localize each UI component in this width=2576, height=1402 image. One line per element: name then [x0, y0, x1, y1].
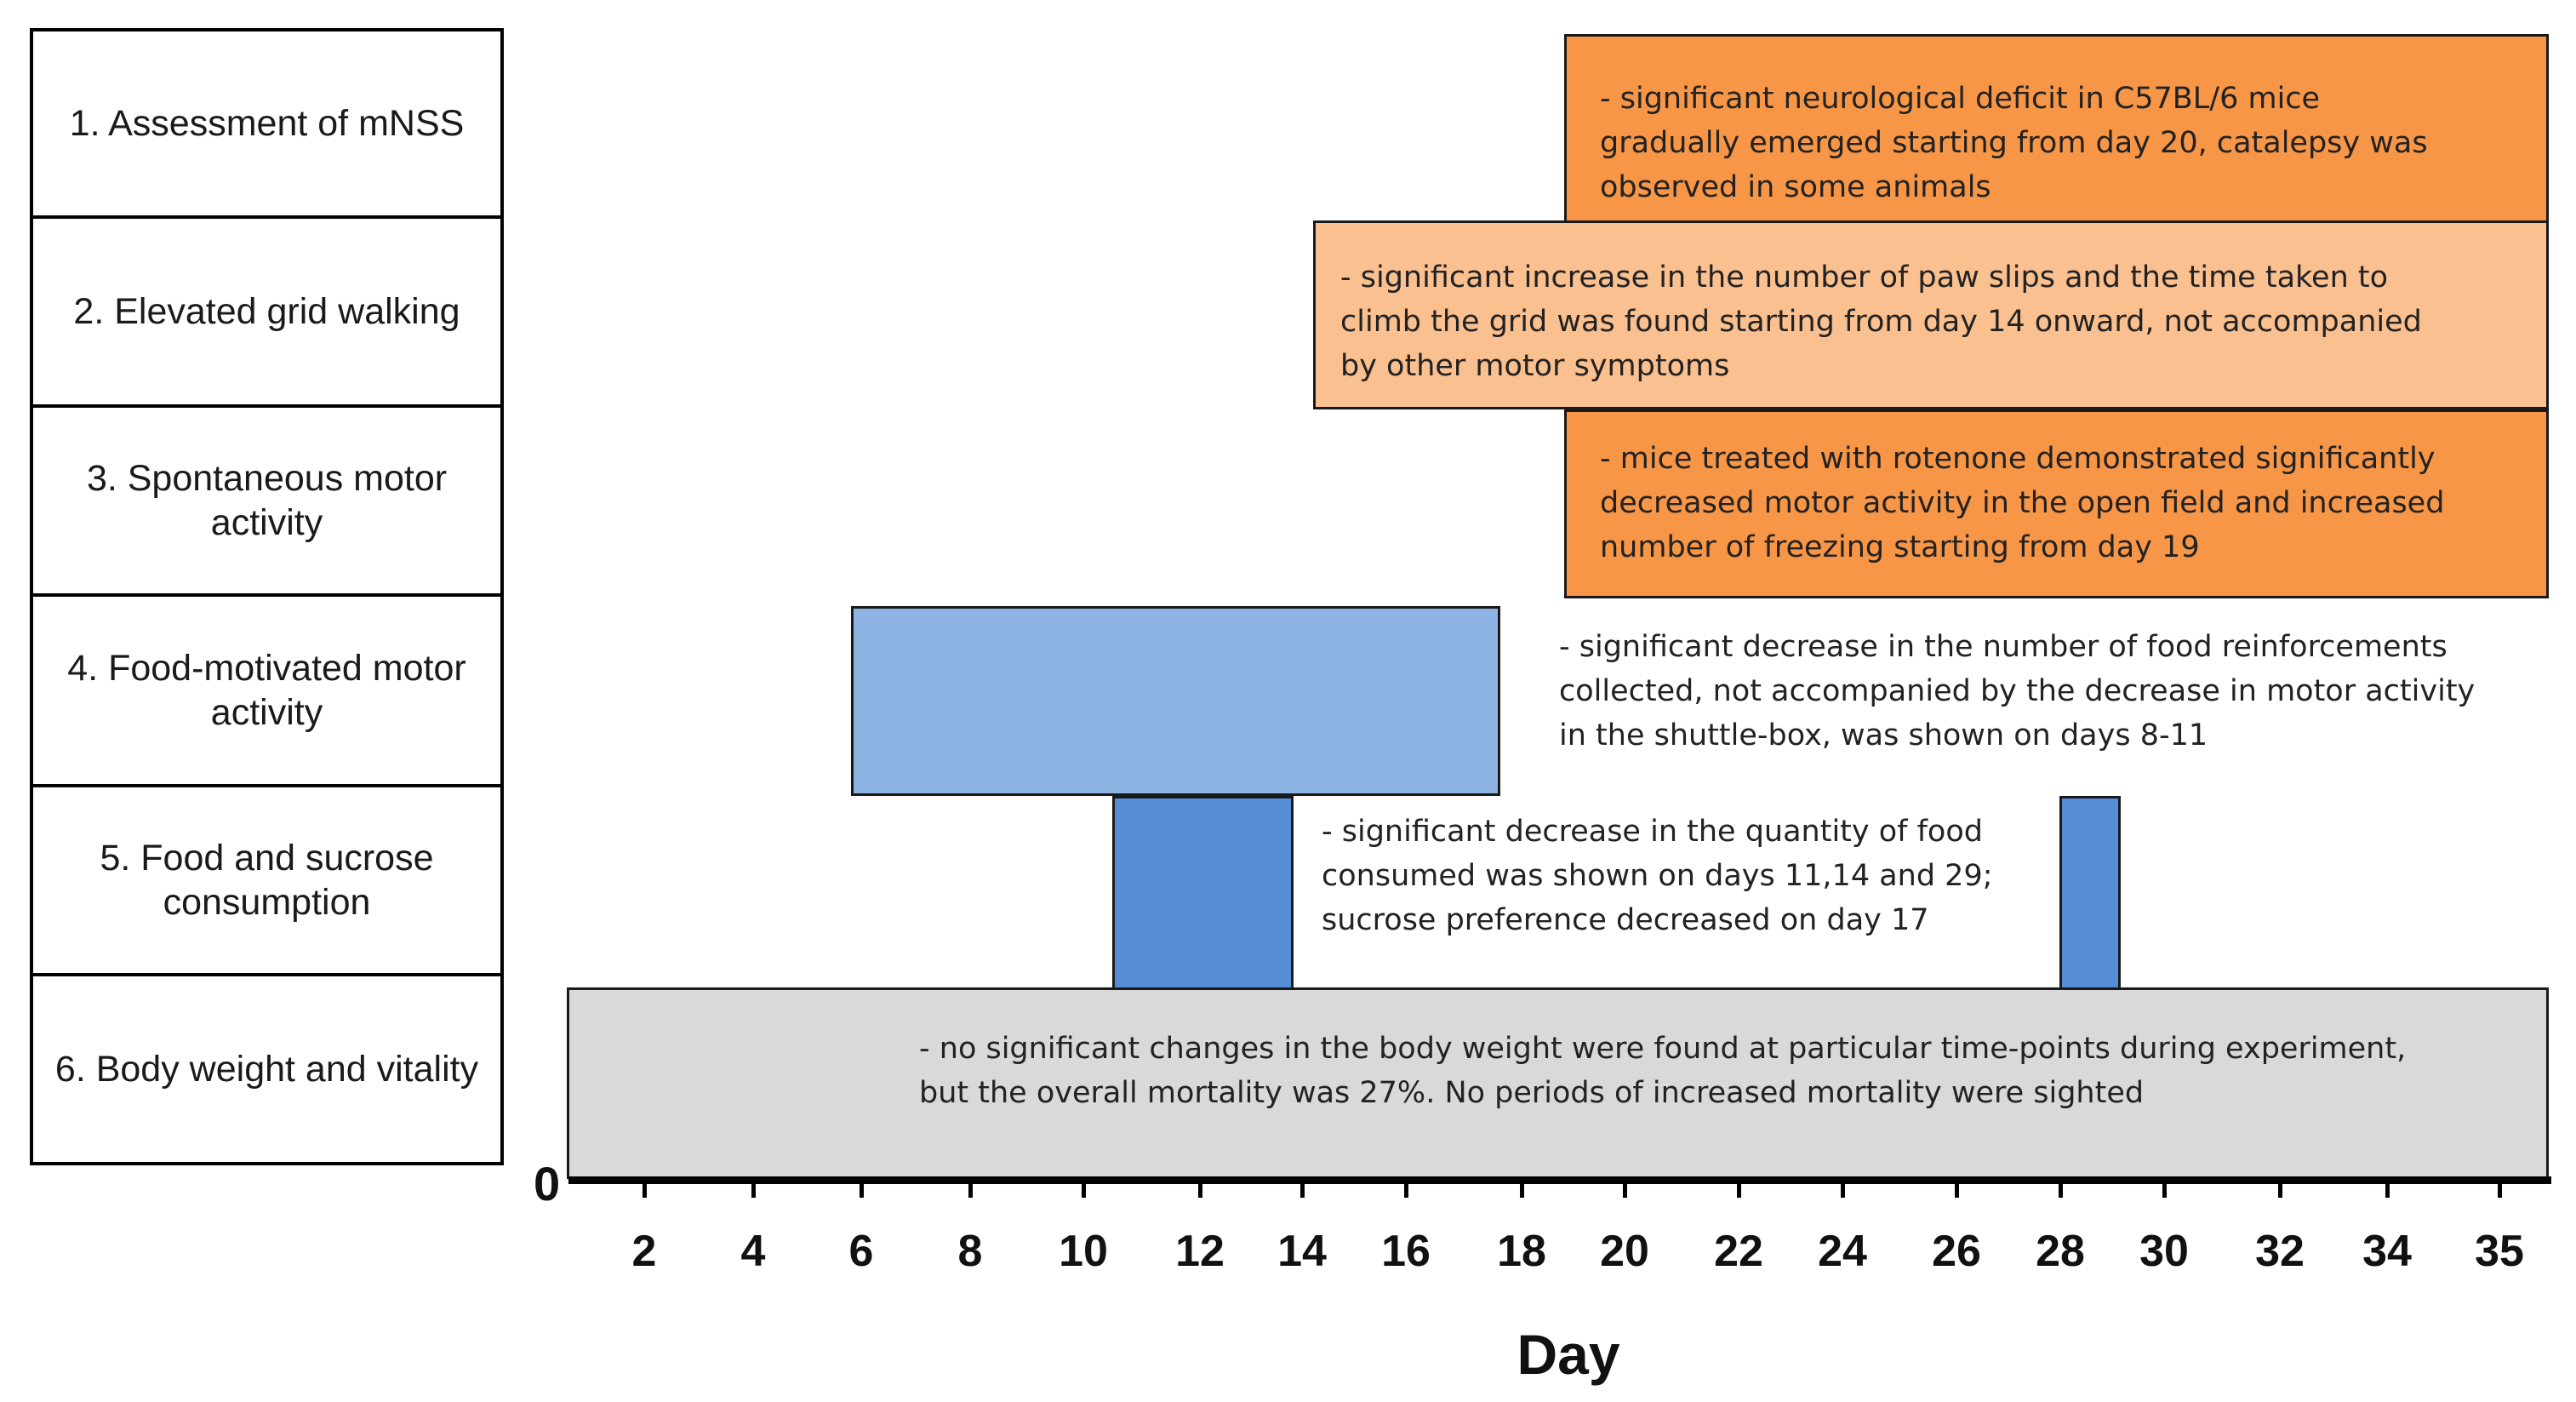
spontaneous-motor-note: - mice treated with rotenone demonstrate… — [1600, 442, 2445, 564]
grid-walking-note: - significant increase in the number of … — [1340, 260, 2422, 383]
mnss-note: - significant neurological deficit in C5… — [1600, 82, 2428, 204]
x-axis-tick — [1520, 1182, 1524, 1198]
row-label-food-motivated-text: 4. Food-motivated motor activity — [67, 648, 466, 733]
x-axis-tick-label: 16 — [1381, 1227, 1431, 1276]
x-axis-title: Day — [1516, 1323, 1620, 1386]
food-motivated-block — [851, 606, 1500, 796]
spontaneous-motor-block — [1564, 409, 2549, 598]
x-axis-tick-label: 28 — [2036, 1227, 2085, 1276]
x-axis-tick-label: 22 — [1714, 1227, 1763, 1276]
x-axis-tick-label: 2 — [631, 1227, 657, 1276]
grid-walking-block — [1313, 220, 2549, 409]
row-label-grid-walking-text: 2. Elevated grid walking — [73, 291, 460, 332]
x-axis-tick-label: 30 — [2139, 1227, 2189, 1276]
row-label-mnss-text: 1. Assessment of mNSS — [69, 103, 465, 144]
x-axis-tick-label: 6 — [848, 1227, 874, 1276]
x-axis-tick — [1737, 1182, 1741, 1198]
x-axis-tick — [2385, 1182, 2390, 1198]
x-axis-tick — [2278, 1182, 2282, 1198]
x-axis-tick — [1082, 1182, 1086, 1198]
row-label-body-weight: 6. Body weight and vitality — [30, 975, 504, 1165]
x-axis-tick — [2059, 1182, 2063, 1198]
x-axis-tick — [1623, 1182, 1627, 1198]
x-axis-tick — [1841, 1182, 1845, 1198]
body-weight-block — [567, 987, 2549, 1179]
axis-zero-label: 0 — [534, 1157, 561, 1210]
food-motivated-note: - significant decrease in the number of … — [1559, 630, 2476, 753]
x-axis-tick-label: 20 — [1600, 1227, 1649, 1276]
x-axis-tick-label: 35 — [2475, 1227, 2524, 1276]
row-label-food-sucrose: 5. Food and sucrose consumption — [30, 786, 504, 975]
row-label-mnss: 1. Assessment of mNSS — [30, 28, 504, 217]
x-axis-tick — [968, 1182, 973, 1198]
x-axis-tick — [1404, 1182, 1408, 1198]
x-axis-tick-label: 12 — [1175, 1227, 1225, 1276]
row-label-food-sucrose-text: 5. Food and sucrose consumption — [100, 838, 434, 923]
row-label-body-weight-text: 6. Body weight and vitality — [54, 1049, 479, 1090]
x-axis-tick — [1198, 1182, 1202, 1198]
food-consumption-block-days-11-14 — [1112, 796, 1294, 990]
x-axis-tick-label: 18 — [1497, 1227, 1546, 1276]
x-axis-tick — [2162, 1182, 2167, 1198]
row-label-spontaneous-motor: 3. Spontaneous motor activity — [30, 406, 504, 595]
row-label-food-motivated: 4. Food-motivated motor activity — [30, 595, 504, 786]
x-axis-tick-label: 4 — [740, 1227, 766, 1276]
x-axis-tick-label: 32 — [2255, 1227, 2305, 1276]
x-axis-tick — [2498, 1182, 2502, 1198]
x-axis-tick — [860, 1182, 864, 1198]
body-weight-note: - no significant changes in the body wei… — [919, 1032, 2407, 1110]
x-axis-tick-label: 34 — [2362, 1227, 2412, 1276]
x-axis-line — [568, 1176, 2551, 1184]
x-axis-tick — [643, 1182, 647, 1198]
row-label-spontaneous-motor-text: 3. Spontaneous motor activity — [86, 458, 448, 543]
x-axis-tick — [1300, 1182, 1305, 1198]
x-axis-tick-label: 14 — [1277, 1227, 1327, 1276]
x-axis-tick-label: 26 — [1932, 1227, 1981, 1276]
food-consumption-block-day-29 — [2059, 796, 2121, 990]
x-axis-tick-label: 10 — [1059, 1227, 1108, 1276]
x-axis-tick — [751, 1182, 756, 1198]
x-axis-tick-label: 8 — [957, 1227, 983, 1276]
row-label-grid-walking: 2. Elevated grid walking — [30, 217, 504, 406]
mnss-block — [1564, 34, 2549, 225]
x-axis-tick — [1955, 1182, 1959, 1198]
x-axis-tick-label: 24 — [1818, 1227, 1867, 1276]
food-consumption-note: - significant decrease in the quantity o… — [1322, 815, 1993, 937]
